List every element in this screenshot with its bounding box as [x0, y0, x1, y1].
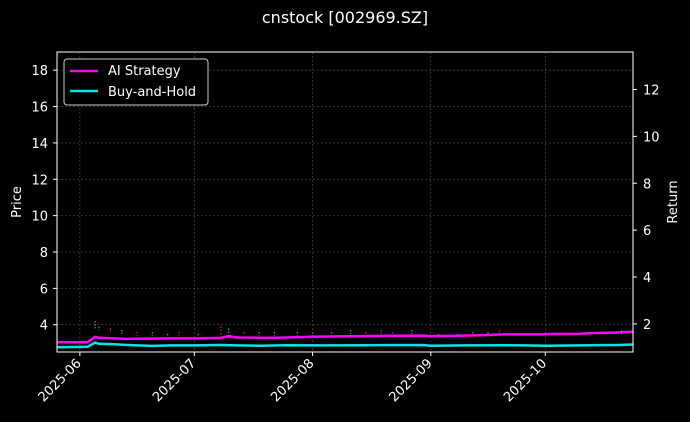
buy-and-hold-line [56, 341, 634, 349]
left-tick-label: 4 [40, 319, 48, 334]
left-axis-label: Price [10, 186, 25, 218]
left-tick-label: 8 [40, 246, 48, 261]
left-tick-label: 6 [40, 282, 48, 297]
chart-title: cnstock [002969.SZ] [262, 8, 428, 27]
series-lines [56, 330, 634, 349]
right-tick-label: 8 [643, 177, 651, 192]
right-axis-ticks: 2 4 6 8 10 12 [633, 84, 660, 333]
right-axis-label: Return [666, 180, 681, 223]
right-tick-label: 10 [643, 130, 660, 145]
right-tick-label: 6 [643, 224, 651, 239]
plot-frame [56, 51, 634, 353]
left-axis-ticks: 4 6 8 10 12 14 16 18 [31, 64, 57, 334]
legend-label-buy-and-hold: Buy-and-Hold [108, 85, 196, 100]
legend-box [63, 58, 209, 106]
left-tick-label: 18 [31, 64, 48, 79]
right-tick-label: 12 [643, 84, 660, 99]
left-tick-label: 16 [31, 101, 48, 116]
left-tick-label: 10 [31, 210, 48, 225]
left-tick-label: 12 [31, 173, 48, 188]
legend-label-ai-strategy: AI Strategy [108, 64, 181, 79]
left-tick-label: 14 [31, 137, 48, 152]
ai-strategy-line [57, 330, 634, 344]
legend: AI Strategy Buy-and-Hold [63, 58, 209, 106]
right-tick-label: 4 [643, 271, 651, 286]
right-tick-label: 2 [643, 318, 651, 333]
